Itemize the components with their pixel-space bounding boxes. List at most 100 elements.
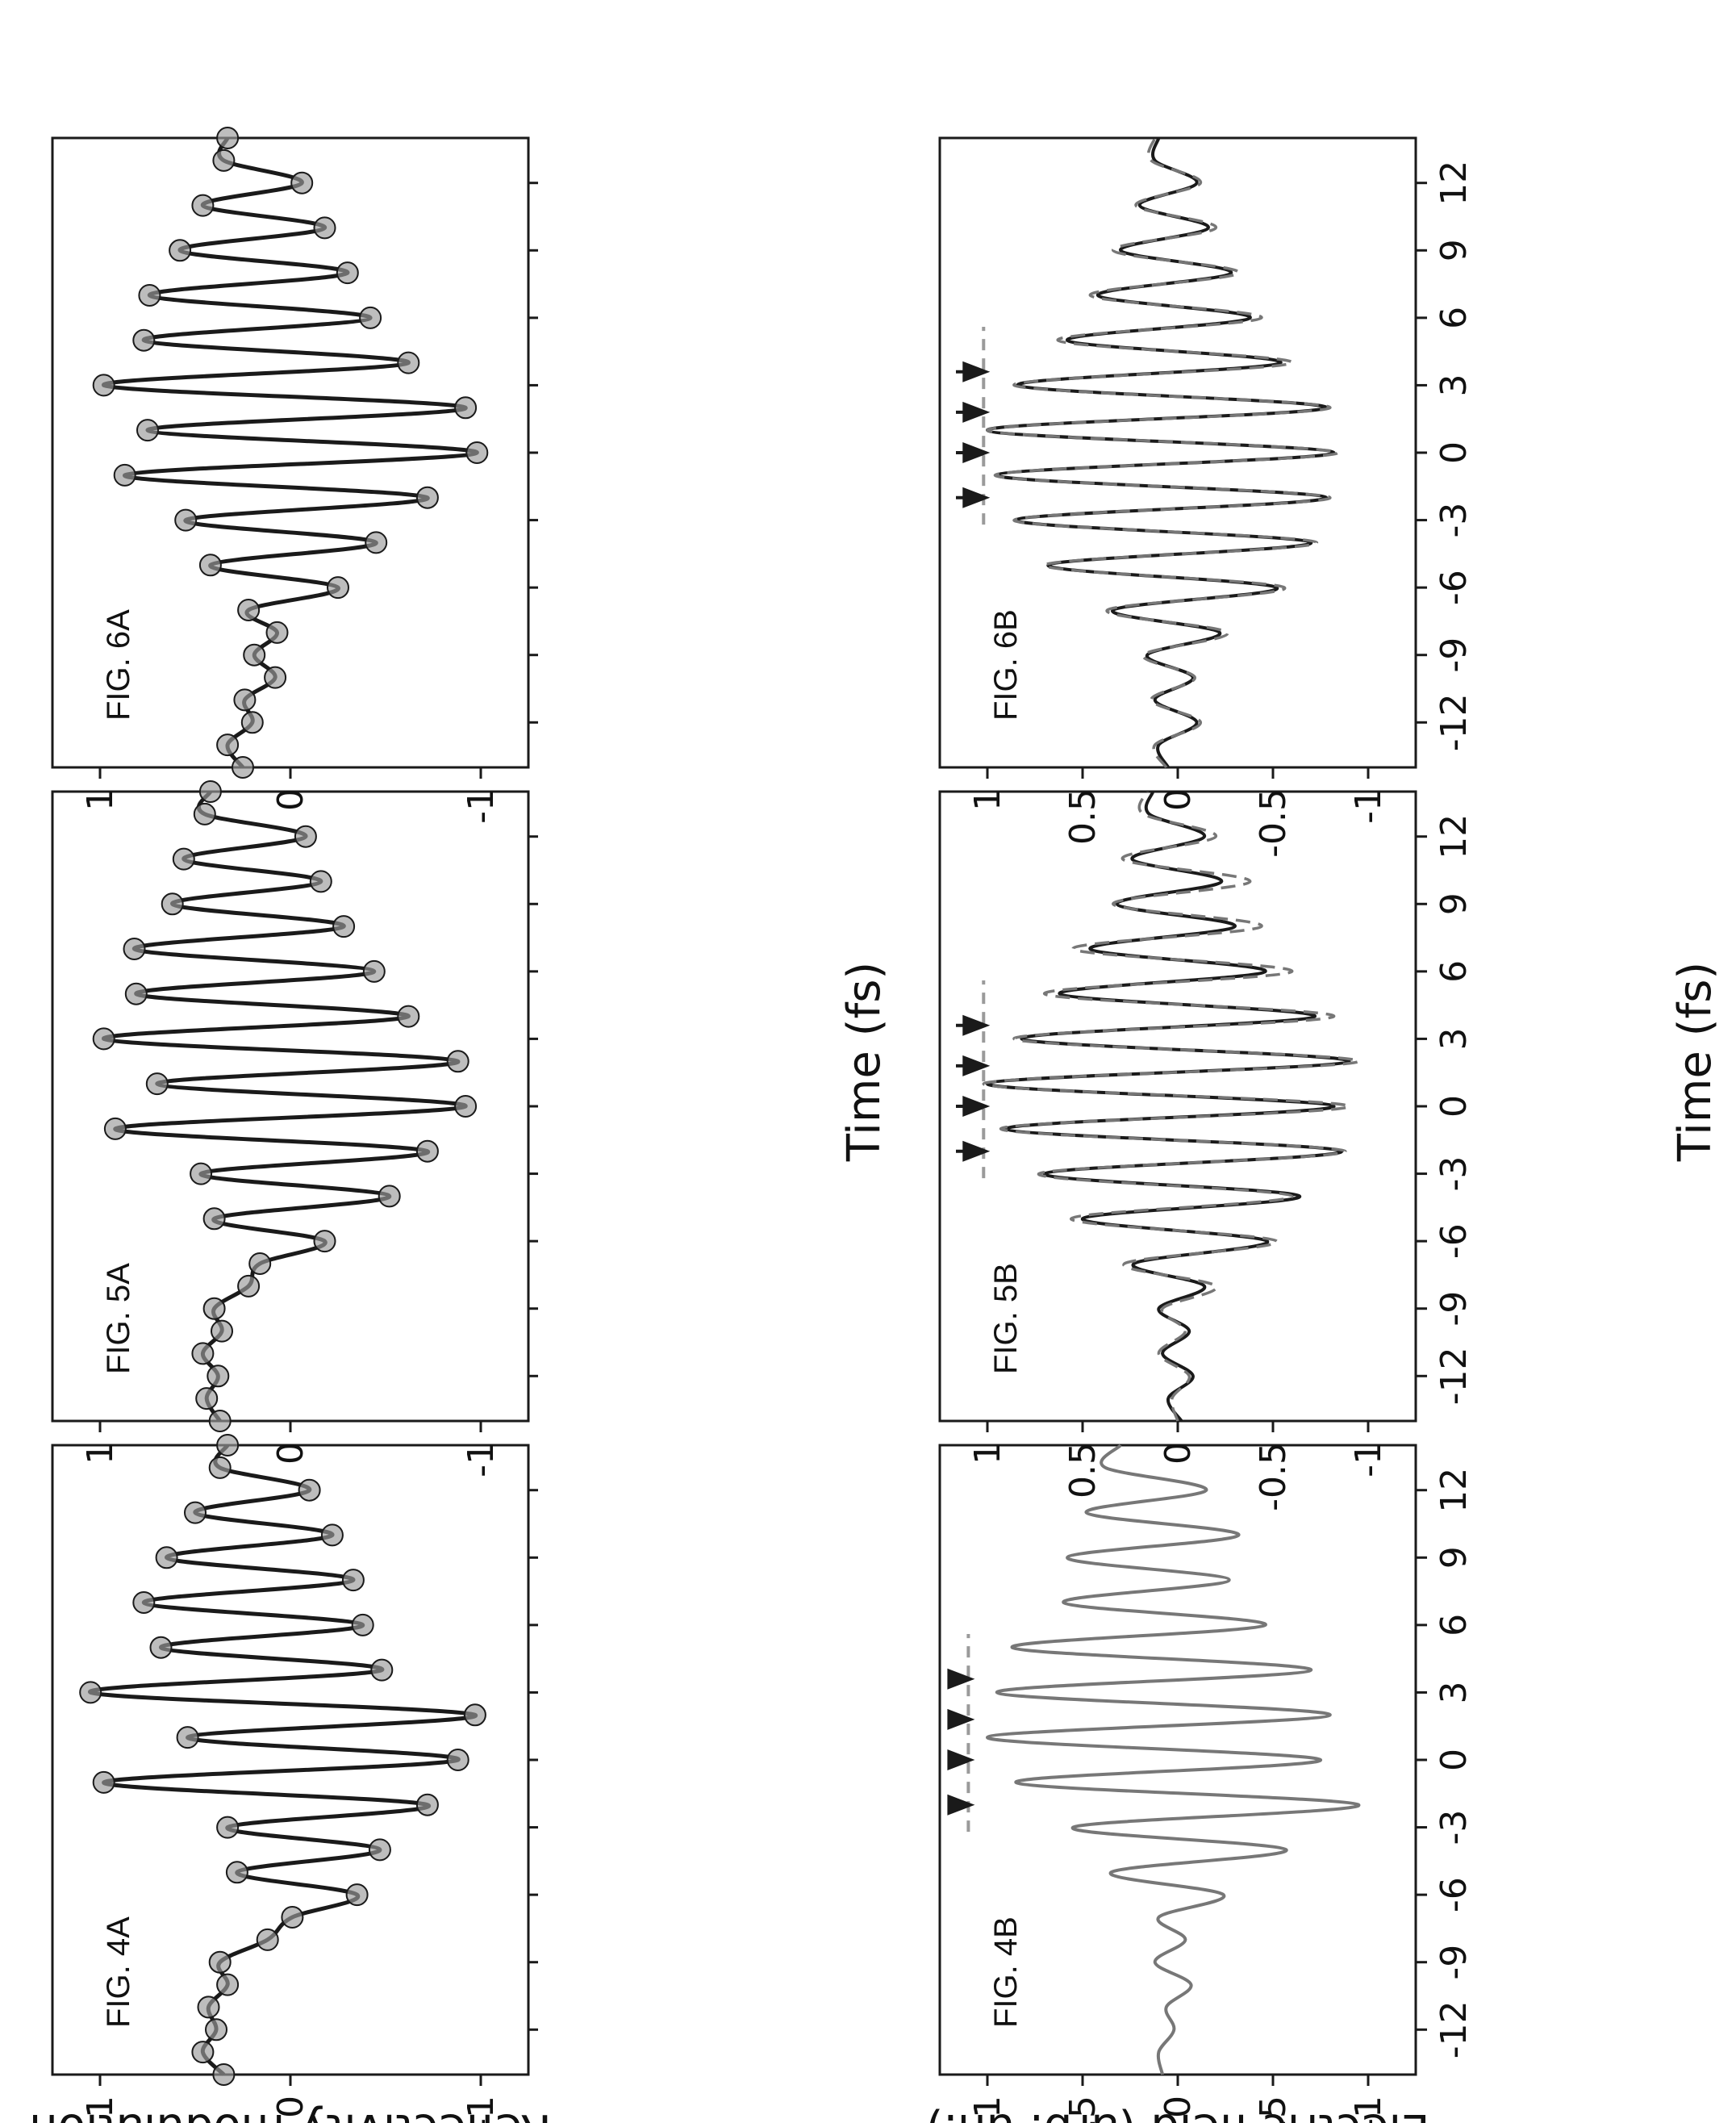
series-1-line: [102, 136, 479, 769]
data-point-19: [397, 351, 420, 374]
data-point-20: [149, 1636, 173, 1659]
x-tick-label: 3: [1433, 1027, 1475, 1050]
data-point-10: [202, 1207, 226, 1231]
data-point-1: [212, 2063, 236, 2086]
arrow-head: [962, 401, 991, 423]
data-point-29: [216, 127, 240, 149]
data-point-16: [136, 419, 159, 442]
series-2-line: [982, 791, 1360, 1422]
x-tick-label: 6: [1433, 307, 1475, 329]
data-point-7: [237, 1274, 261, 1298]
data-point-17: [454, 396, 478, 420]
data-point-3: [207, 1364, 230, 1388]
data-point-24: [155, 1546, 178, 1569]
x-tick-label: 6: [1433, 960, 1475, 983]
data-point-9: [345, 1883, 369, 1907]
data-point-8: [281, 1906, 304, 1929]
panel-fig-6b: 1 0.5 0 -0.5 -1 -12 -9 -6 -3 0 3 6 9 12 FIG. 6B: [938, 136, 1475, 858]
data-point-6: [202, 1297, 226, 1320]
y-tick-label: 1: [967, 1442, 1008, 1465]
data-point-11: [378, 1185, 401, 1208]
data-point-14: [103, 1117, 127, 1140]
series-1-line: [88, 1444, 478, 2076]
y-tick-label: -0.5: [1253, 788, 1294, 858]
data-point-28: [208, 1456, 232, 1479]
data-point-27: [290, 171, 314, 194]
y-tick-label: 0.5: [1062, 788, 1104, 845]
y-tick-label: -1: [461, 788, 502, 824]
data-point-9: [313, 1230, 336, 1253]
data-point-15: [454, 1095, 478, 1118]
y-tick-label: 0: [270, 1442, 311, 1465]
x-tick-label: 6: [1433, 1614, 1475, 1636]
panel-fig-4a: 1 0 -1 FIG. 4A: [51, 1434, 538, 2123]
arrow-head: [947, 1794, 975, 1816]
data-point-26: [191, 194, 215, 217]
x-tick-label: -3: [1433, 1156, 1475, 1192]
data-point-22: [132, 1591, 156, 1614]
x-tick-label: 9: [1433, 239, 1475, 261]
x-tick-label: 0: [1433, 441, 1475, 464]
x-tick-label: 3: [1433, 1681, 1475, 1703]
data-point-14: [113, 463, 136, 487]
data-point-27: [294, 825, 317, 848]
series-2-line: [986, 137, 1339, 769]
data-point-25: [320, 1523, 344, 1547]
data-point-18: [92, 374, 115, 397]
y-tick-label: 0: [1158, 788, 1199, 811]
y-tick-label: 0: [1158, 2096, 1199, 2118]
data-point-12: [174, 508, 198, 532]
y-tick-label: 0.5: [1062, 2096, 1104, 2123]
data-point-4: [191, 1342, 215, 1365]
data-point-5: [211, 1319, 233, 1343]
arrow-head: [962, 361, 991, 382]
data-point-7: [256, 1928, 279, 1951]
figure-label: FIG. 4A: [101, 1916, 136, 2028]
arrow-head: [962, 1140, 991, 1162]
data-point-22: [123, 938, 146, 960]
data-point-12: [190, 1162, 213, 1185]
y-tick-label: 1: [80, 1442, 121, 1465]
y-tick-label: 0.5: [1062, 1442, 1104, 1498]
series-1-line: [985, 137, 1336, 769]
data-point-2: [216, 733, 240, 757]
figure-label: FIG. 6A: [101, 609, 136, 721]
y-tick-label: -0.5: [1253, 1442, 1294, 1511]
data-point-17: [446, 1050, 469, 1073]
data-point-2: [195, 1387, 219, 1410]
arrow-head: [962, 442, 991, 463]
data-point-29: [216, 1434, 240, 1456]
figure-label: FIG. 5A: [101, 1263, 136, 1374]
arrow-head: [947, 1668, 975, 1690]
data-point-13: [415, 486, 439, 509]
y-tick-label: 1: [967, 788, 1008, 811]
data-point-27: [298, 1478, 321, 1502]
data-point-4: [233, 688, 257, 712]
x-tick-label: -6: [1433, 570, 1475, 605]
data-point-5: [216, 1973, 240, 1996]
data-point-7: [265, 621, 289, 644]
data-point-20: [124, 982, 148, 1005]
x-tick-label: 12: [1433, 161, 1475, 206]
data-point-8: [248, 1252, 272, 1275]
data-point-2: [191, 2041, 215, 2064]
y-tick-label: -1: [1348, 1442, 1389, 1477]
figure-label: FIG. 5B: [988, 1263, 1024, 1374]
data-point-8: [237, 599, 261, 621]
x-tick-label: 12: [1433, 1468, 1475, 1513]
panel-fig-5a: 1 0 -1 FIG. 5A: [51, 780, 538, 1477]
data-point-28: [212, 148, 236, 172]
x-tick-label: -3: [1433, 503, 1475, 538]
data-point-18: [79, 1681, 102, 1704]
x-tick-label: -9: [1433, 637, 1475, 673]
y-tick-label: 1: [967, 2096, 1008, 2118]
x-tick-label: -12: [1433, 1347, 1475, 1405]
data-point-25: [313, 216, 336, 240]
data-point-24: [169, 239, 192, 262]
arrow-head: [962, 1014, 991, 1036]
arrow-head: [947, 1708, 975, 1730]
data-point-21: [362, 959, 386, 983]
y-tick-label: -0.5: [1253, 2096, 1294, 2123]
data-point-20: [132, 328, 156, 352]
